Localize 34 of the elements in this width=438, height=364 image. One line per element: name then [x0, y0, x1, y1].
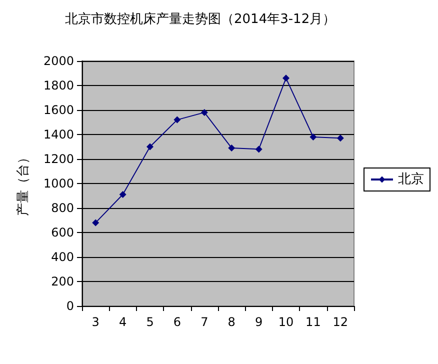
- y-tick-label: 600: [51, 226, 74, 240]
- y-tick-label: 200: [51, 274, 74, 288]
- x-tick-label: 12: [332, 315, 348, 329]
- point: [200, 108, 208, 116]
- y-axis-title: 产量（台）: [16, 151, 31, 216]
- x-tick-label: 8: [228, 315, 236, 329]
- point: [336, 134, 344, 142]
- point: [255, 146, 262, 153]
- y-tick-label: 1400: [43, 128, 74, 142]
- x-tick-label: 3: [92, 315, 100, 329]
- point: [92, 219, 100, 226]
- point: [228, 144, 236, 152]
- y-tick-label: 1600: [43, 103, 74, 117]
- x-tick-label: 6: [173, 315, 182, 329]
- chart-title: 北京市数控机床产量走势图（2014年3-12月）: [65, 12, 336, 27]
- y-tick-label: 1800: [43, 78, 74, 92]
- y-tick-label: 2000: [43, 54, 74, 68]
- x-tick-label: 5: [146, 315, 154, 329]
- point: [146, 143, 154, 150]
- x-tick-label: 11: [306, 315, 321, 329]
- x-tick-label: 10: [278, 315, 294, 329]
- x-tick-label: 4: [118, 315, 127, 329]
- point: [174, 116, 181, 124]
- point: [282, 74, 290, 82]
- point: [310, 133, 317, 140]
- y-tick-label: 1000: [43, 176, 74, 190]
- y-tick-label: 400: [51, 250, 74, 264]
- y-tick-label: 1200: [43, 152, 74, 166]
- point: [119, 191, 126, 198]
- y-tick-label: 800: [51, 201, 74, 215]
- x-tick-label: 9: [254, 315, 263, 329]
- y-tick-label: 0: [66, 299, 74, 313]
- x-tick-label: 7: [200, 315, 208, 329]
- legend-label: 北京: [398, 172, 424, 187]
